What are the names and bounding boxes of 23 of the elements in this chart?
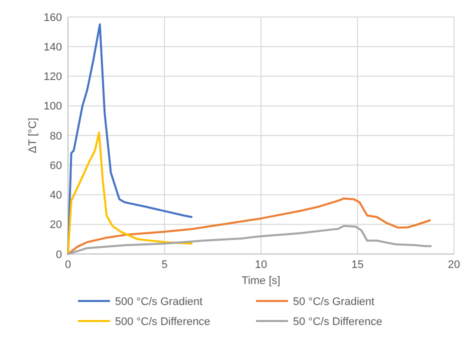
legend-label: 500 °C/s Difference — [115, 316, 210, 328]
x-axis-title: Time [s] — [242, 275, 280, 287]
y-tick-label: 120 — [44, 71, 62, 84]
y-tick-label: 100 — [44, 100, 62, 113]
y-tick-label: 80 — [50, 130, 62, 142]
y-tick-label: 0 — [56, 248, 62, 261]
line-series — [67, 197, 431, 255]
x-tick-label: 5 — [161, 259, 168, 271]
line-series — [67, 132, 193, 255]
x-tick-label: 10 — [254, 259, 268, 271]
legend-label: 500 °C/s Gradient — [115, 296, 203, 308]
x-tick-label: 15 — [351, 259, 364, 271]
line-series — [67, 224, 432, 255]
y-tick-label: 20 — [50, 219, 62, 232]
y-tick-label: 60 — [50, 160, 62, 172]
y-tick-label: 160 — [44, 12, 62, 24]
y-tick-label: 140 — [44, 41, 62, 54]
y-axis-title: ΔT [°C] — [27, 118, 39, 154]
legend-label: 50 °C/s Difference — [293, 316, 382, 328]
legend-label: 50 °C/s Gradient — [293, 296, 374, 308]
y-tick-label: 40 — [50, 190, 62, 202]
x-tick-label: 20 — [448, 259, 460, 271]
x-tick-label: 0 — [64, 259, 72, 271]
